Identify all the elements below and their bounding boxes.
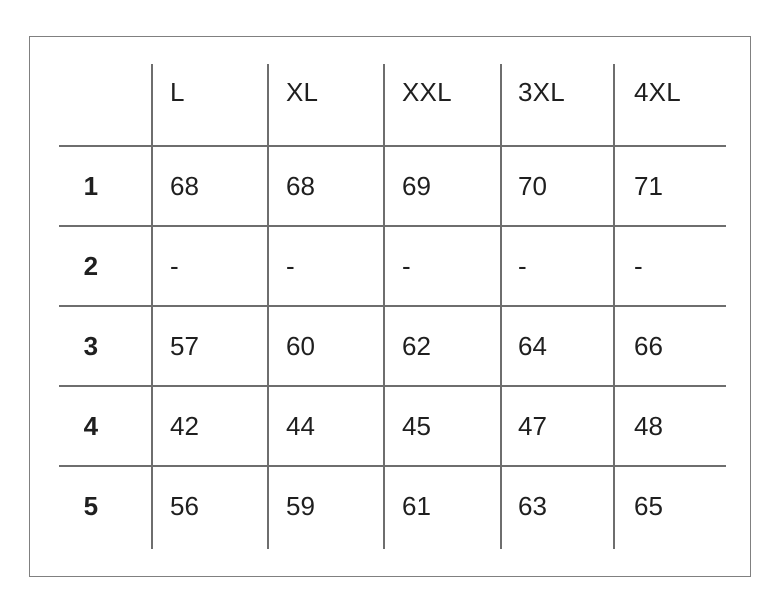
table-cell: - bbox=[384, 226, 500, 306]
table-cell: 69 bbox=[384, 146, 500, 226]
table-cell: 47 bbox=[500, 386, 616, 466]
table-cell: 45 bbox=[384, 386, 500, 466]
cell-value: 69 bbox=[402, 171, 431, 201]
table-cell: 71 bbox=[616, 146, 752, 226]
cell-value: 68 bbox=[286, 171, 315, 201]
cell-value: - bbox=[286, 251, 295, 281]
row-label: 4 bbox=[83, 411, 99, 441]
table-corner-label bbox=[48, 37, 148, 146]
table-cell: - bbox=[268, 226, 384, 306]
table-row: 2 - - - - - bbox=[30, 226, 752, 306]
cell-value: 42 bbox=[170, 411, 199, 441]
column-header-3xl: 3XL bbox=[500, 37, 616, 146]
table-cell: 44 bbox=[268, 386, 384, 466]
table-cell: 64 bbox=[500, 306, 616, 386]
cell-value: 57 bbox=[170, 331, 199, 361]
row-label: 2 bbox=[83, 251, 99, 281]
column-header-l: L bbox=[152, 37, 268, 146]
table-cell: 66 bbox=[616, 306, 752, 386]
row-separator bbox=[59, 145, 726, 147]
table-cell: - bbox=[500, 226, 616, 306]
row-separator bbox=[59, 465, 726, 467]
table-row: 3 57 60 62 64 66 bbox=[30, 306, 752, 386]
table-cell: 42 bbox=[152, 386, 268, 466]
table-cell: 65 bbox=[616, 466, 752, 546]
cell-value: 71 bbox=[634, 171, 663, 201]
cell-value: - bbox=[170, 251, 179, 281]
column-header-label: XXL bbox=[402, 76, 452, 107]
cell-value: 44 bbox=[286, 411, 315, 441]
row-label-cell: 1 bbox=[30, 146, 152, 226]
row-label: 3 bbox=[83, 331, 99, 361]
table-cell: 62 bbox=[384, 306, 500, 386]
table-cell: 68 bbox=[268, 146, 384, 226]
row-separator bbox=[59, 225, 726, 227]
table-cell: 63 bbox=[500, 466, 616, 546]
table-cell: 56 bbox=[152, 466, 268, 546]
row-label: 5 bbox=[83, 491, 99, 521]
table-row: 1 68 68 69 70 71 bbox=[30, 146, 752, 226]
row-label-cell: 3 bbox=[30, 306, 152, 386]
cell-value: 66 bbox=[634, 331, 663, 361]
column-header-label: 3XL bbox=[518, 76, 565, 107]
cell-value: 65 bbox=[634, 491, 663, 521]
table-row: 5 56 59 61 63 65 bbox=[30, 466, 752, 546]
table-cell: 60 bbox=[268, 306, 384, 386]
cell-value: 56 bbox=[170, 491, 199, 521]
table-cell: - bbox=[616, 226, 752, 306]
size-chart-grid: L XL XXL 3XL 4XL bbox=[30, 37, 750, 576]
cell-value: 64 bbox=[518, 331, 547, 361]
cell-value: 48 bbox=[634, 411, 663, 441]
row-label-cell: 4 bbox=[30, 386, 152, 466]
column-header-label: XL bbox=[286, 76, 319, 107]
column-header-label: L bbox=[170, 76, 185, 107]
table-cell: 70 bbox=[500, 146, 616, 226]
cell-value: 59 bbox=[286, 491, 315, 521]
size-chart-table: L XL XXL 3XL 4XL bbox=[30, 37, 752, 546]
column-header-label: 4XL bbox=[634, 76, 681, 107]
cell-value: 63 bbox=[518, 491, 547, 521]
row-separator bbox=[59, 305, 726, 307]
table-cell: 57 bbox=[152, 306, 268, 386]
table-row: 4 42 44 45 47 48 bbox=[30, 386, 752, 466]
row-label-cell: 5 bbox=[30, 466, 152, 546]
cell-value: 45 bbox=[402, 411, 431, 441]
table-cell: 61 bbox=[384, 466, 500, 546]
size-chart-frame: L XL XXL 3XL 4XL bbox=[29, 36, 751, 577]
column-header-xl: XL bbox=[268, 37, 384, 146]
cell-value: 47 bbox=[518, 411, 547, 441]
table-corner-cell bbox=[30, 37, 152, 146]
table-cell: - bbox=[152, 226, 268, 306]
cell-value: - bbox=[402, 251, 411, 281]
row-separator bbox=[59, 385, 726, 387]
cell-value: 62 bbox=[402, 331, 431, 361]
cell-value: 70 bbox=[518, 171, 547, 201]
row-label: 1 bbox=[83, 171, 99, 201]
column-header-xxl: XXL bbox=[384, 37, 500, 146]
cell-value: 61 bbox=[402, 491, 431, 521]
cell-value: - bbox=[518, 251, 527, 281]
cell-value: - bbox=[634, 251, 643, 281]
table-header-row: L XL XXL 3XL 4XL bbox=[30, 37, 752, 146]
row-label-cell: 2 bbox=[30, 226, 152, 306]
table-cell: 59 bbox=[268, 466, 384, 546]
cell-value: 68 bbox=[170, 171, 199, 201]
table-cell: 68 bbox=[152, 146, 268, 226]
cell-value: 60 bbox=[286, 331, 315, 361]
column-header-4xl: 4XL bbox=[616, 37, 752, 146]
table-cell: 48 bbox=[616, 386, 752, 466]
